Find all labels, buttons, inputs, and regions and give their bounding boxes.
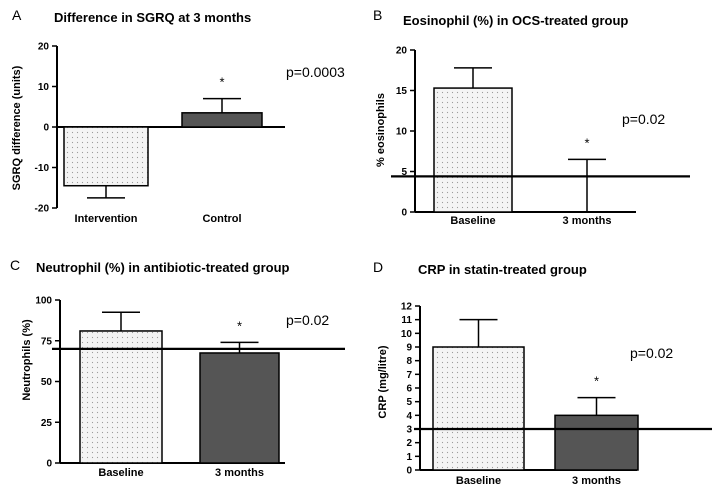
significance-marker: * bbox=[594, 374, 599, 389]
y-tick-label: 1 bbox=[406, 452, 412, 463]
bar-control bbox=[181, 112, 263, 128]
y-tick-label: 75 bbox=[41, 336, 53, 347]
y-tick-label: 0 bbox=[46, 459, 52, 470]
y-tick-label: 9 bbox=[406, 343, 412, 354]
panel-c-ylabel: Neutrophils (%) bbox=[21, 319, 33, 401]
category-label: Control bbox=[202, 213, 241, 225]
bar-intervention bbox=[63, 126, 149, 187]
y-tick-label: 11 bbox=[401, 315, 412, 326]
panel-b-title: Eosinophil (%) in OCS-treated group bbox=[403, 13, 628, 28]
significance-marker: * bbox=[584, 135, 589, 150]
panel-b-plot: 0 5 10 15 20 Baseline 3 months * bbox=[391, 46, 690, 227]
bar-baseline bbox=[433, 87, 513, 213]
y-tick-label: 25 bbox=[41, 418, 53, 429]
y-tick-label: 0 bbox=[401, 208, 407, 219]
y-tick-label: 5 bbox=[406, 397, 412, 408]
panel-b-ylabel: % eosinophils bbox=[375, 93, 387, 167]
category-label: Baseline bbox=[456, 475, 501, 487]
bar-baseline bbox=[79, 330, 163, 464]
panel-c-title: Neutrophil (%) in antibiotic-treated gro… bbox=[36, 260, 290, 275]
panel-d-title: CRP in statin-treated group bbox=[418, 262, 587, 277]
bar-3-months bbox=[199, 352, 280, 464]
y-tick-label: -20 bbox=[35, 204, 50, 215]
y-tick-label: 0 bbox=[406, 466, 412, 477]
bar-3-months bbox=[554, 414, 639, 471]
panel-a-letter: A bbox=[12, 7, 22, 23]
panel-d-letter: D bbox=[373, 259, 383, 275]
category-label: 3 months bbox=[563, 215, 612, 227]
y-tick-label: 7 bbox=[406, 370, 412, 381]
y-tick-label: 4 bbox=[406, 411, 412, 422]
panel-b: B Eosinophil (%) in OCS-treated group % … bbox=[373, 7, 690, 227]
y-tick-label: 10 bbox=[38, 82, 50, 93]
y-tick-label: 5 bbox=[401, 167, 407, 178]
panel-a-ylabel: SGRQ difference (units) bbox=[11, 65, 23, 190]
category-label: 3 months bbox=[572, 475, 621, 487]
y-tick-label: 2 bbox=[406, 438, 412, 449]
panel-d: D CRP in statin-treated group CRP (mg/li… bbox=[373, 259, 712, 487]
y-tick-label: 12 bbox=[401, 302, 413, 313]
y-tick-label: 6 bbox=[406, 384, 412, 395]
y-tick-label: 50 bbox=[41, 377, 53, 388]
panel-a: A Difference in SGRQ at 3 months SGRQ di… bbox=[11, 7, 345, 225]
y-tick-label: 10 bbox=[396, 127, 408, 138]
category-label: 3 months bbox=[215, 467, 264, 479]
panel-c-letter: C bbox=[10, 257, 20, 273]
panel-c: C Neutrophil (%) in antibiotic-treated g… bbox=[10, 257, 345, 479]
category-label: Baseline bbox=[98, 467, 143, 479]
y-tick-label: 20 bbox=[38, 42, 50, 53]
significance-marker: * bbox=[237, 318, 242, 333]
y-tick-label: -10 bbox=[35, 163, 50, 174]
bar-baseline bbox=[432, 346, 525, 471]
y-tick-label: 10 bbox=[401, 329, 413, 340]
panel-b-p-value: p=0.02 bbox=[622, 111, 665, 127]
panel-b-letter: B bbox=[373, 7, 382, 23]
panel-a-plot: -20 -10 0 10 20 Intervention Control * bbox=[35, 42, 285, 225]
panel-a-p-value: p=0.0003 bbox=[286, 64, 345, 80]
y-tick-label: 100 bbox=[35, 296, 52, 307]
panel-d-ylabel: CRP (mg/litre) bbox=[377, 345, 389, 418]
panel-a-title: Difference in SGRQ at 3 months bbox=[54, 10, 251, 25]
significance-marker: * bbox=[219, 75, 224, 90]
y-tick-label: 3 bbox=[406, 425, 412, 436]
panel-d-p-value: p=0.02 bbox=[630, 345, 673, 361]
category-label: Intervention bbox=[75, 213, 138, 225]
panel-c-p-value: p=0.02 bbox=[286, 312, 329, 328]
y-tick-label: 8 bbox=[406, 356, 412, 367]
y-tick-label: 0 bbox=[43, 123, 49, 134]
panel-c-plot: 0 25 50 75 100 Baseline 3 months * bbox=[35, 296, 345, 479]
y-tick-label: 15 bbox=[396, 86, 408, 97]
y-tick-label: 20 bbox=[396, 46, 408, 57]
category-label: Baseline bbox=[450, 215, 495, 227]
